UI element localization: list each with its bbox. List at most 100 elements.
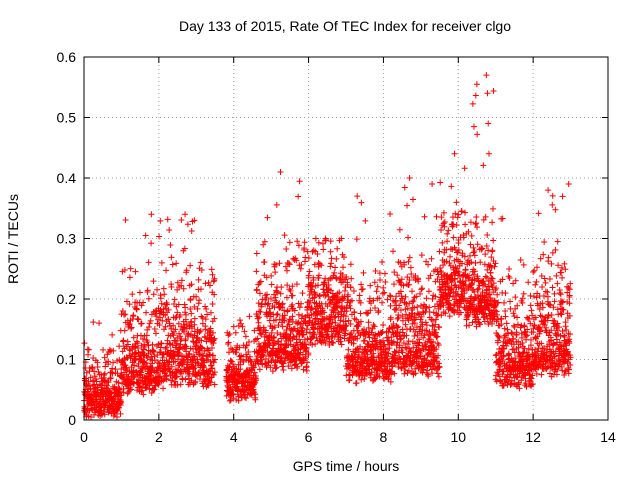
data-point bbox=[437, 179, 444, 186]
data-point bbox=[371, 323, 378, 330]
data-point bbox=[372, 305, 379, 312]
data-point bbox=[552, 206, 559, 213]
data-point bbox=[499, 276, 506, 283]
data-point bbox=[294, 363, 301, 370]
data-point bbox=[482, 251, 489, 258]
data-point bbox=[280, 367, 287, 374]
data-point bbox=[150, 291, 157, 298]
data-point bbox=[153, 313, 160, 320]
data-point bbox=[437, 302, 444, 309]
data-point bbox=[243, 395, 250, 402]
data-point bbox=[196, 297, 203, 304]
data-point bbox=[532, 314, 539, 321]
data-point bbox=[294, 238, 301, 245]
data-point bbox=[333, 300, 340, 307]
data-point bbox=[129, 291, 136, 298]
data-point bbox=[493, 285, 500, 292]
data-point bbox=[301, 336, 308, 343]
data-point bbox=[385, 341, 392, 348]
data-point bbox=[455, 211, 462, 218]
data-point bbox=[474, 241, 481, 248]
data-point bbox=[483, 242, 490, 249]
data-point bbox=[495, 299, 502, 306]
data-point bbox=[162, 323, 169, 330]
data-point bbox=[488, 320, 495, 327]
data-point bbox=[548, 312, 555, 319]
data-point bbox=[525, 279, 532, 286]
data-point bbox=[363, 348, 370, 355]
data-point bbox=[565, 181, 572, 188]
data-point bbox=[287, 331, 294, 338]
data-point bbox=[440, 220, 447, 227]
data-point bbox=[243, 342, 250, 349]
data-point bbox=[178, 216, 185, 223]
data-point bbox=[510, 322, 517, 329]
data-point bbox=[299, 312, 306, 319]
data-point bbox=[528, 307, 535, 314]
data-point bbox=[416, 326, 423, 333]
data-point bbox=[157, 314, 164, 321]
data-point bbox=[167, 347, 174, 354]
data-point bbox=[306, 268, 313, 275]
data-point bbox=[419, 342, 426, 349]
data-point bbox=[207, 358, 214, 365]
data-point bbox=[163, 267, 170, 274]
data-point bbox=[211, 369, 218, 376]
data-point bbox=[188, 227, 195, 234]
data-point bbox=[518, 377, 525, 384]
data-point bbox=[555, 262, 562, 269]
data-point bbox=[338, 341, 345, 348]
data-point bbox=[514, 321, 521, 328]
data-point bbox=[382, 278, 389, 285]
data-point bbox=[490, 280, 497, 287]
data-point bbox=[551, 298, 558, 305]
data-point bbox=[327, 238, 334, 245]
data-point bbox=[470, 123, 477, 130]
data-point bbox=[357, 299, 364, 306]
data-point bbox=[417, 353, 424, 360]
data-point bbox=[356, 352, 363, 359]
data-point bbox=[545, 254, 552, 261]
data-point bbox=[194, 373, 201, 380]
data-point bbox=[454, 291, 461, 298]
data-point bbox=[528, 375, 535, 382]
y-tick-label: 0.2 bbox=[57, 291, 77, 307]
data-point bbox=[273, 364, 280, 371]
data-point bbox=[245, 339, 252, 346]
data-point bbox=[433, 334, 440, 341]
y-tick-label: 0.5 bbox=[57, 110, 77, 126]
data-point bbox=[360, 269, 367, 276]
data-point bbox=[197, 372, 204, 379]
data-point bbox=[205, 279, 212, 286]
data-point bbox=[438, 284, 445, 291]
data-point bbox=[257, 278, 264, 285]
data-point bbox=[518, 367, 525, 374]
data-point bbox=[164, 365, 171, 372]
data-point bbox=[112, 366, 119, 373]
data-point bbox=[511, 361, 518, 368]
data-point bbox=[338, 235, 345, 242]
data-point bbox=[182, 343, 189, 350]
data-point bbox=[433, 346, 440, 353]
data-point bbox=[289, 313, 296, 320]
data-point bbox=[210, 352, 217, 359]
data-point bbox=[254, 335, 261, 342]
data-point bbox=[289, 292, 296, 299]
data-point bbox=[282, 343, 289, 350]
data-point bbox=[182, 304, 189, 311]
data-point bbox=[274, 289, 281, 296]
data-point bbox=[237, 366, 244, 373]
data-point bbox=[209, 271, 216, 278]
data-point bbox=[143, 332, 150, 339]
data-point bbox=[100, 371, 107, 378]
data-point bbox=[340, 254, 347, 261]
data-point bbox=[358, 286, 365, 293]
data-point bbox=[342, 313, 349, 320]
data-point bbox=[432, 293, 439, 300]
data-point bbox=[425, 373, 432, 380]
data-point bbox=[429, 181, 436, 188]
data-point bbox=[151, 325, 158, 332]
data-point bbox=[557, 310, 564, 317]
data-point bbox=[256, 290, 263, 297]
data-point bbox=[253, 250, 260, 257]
